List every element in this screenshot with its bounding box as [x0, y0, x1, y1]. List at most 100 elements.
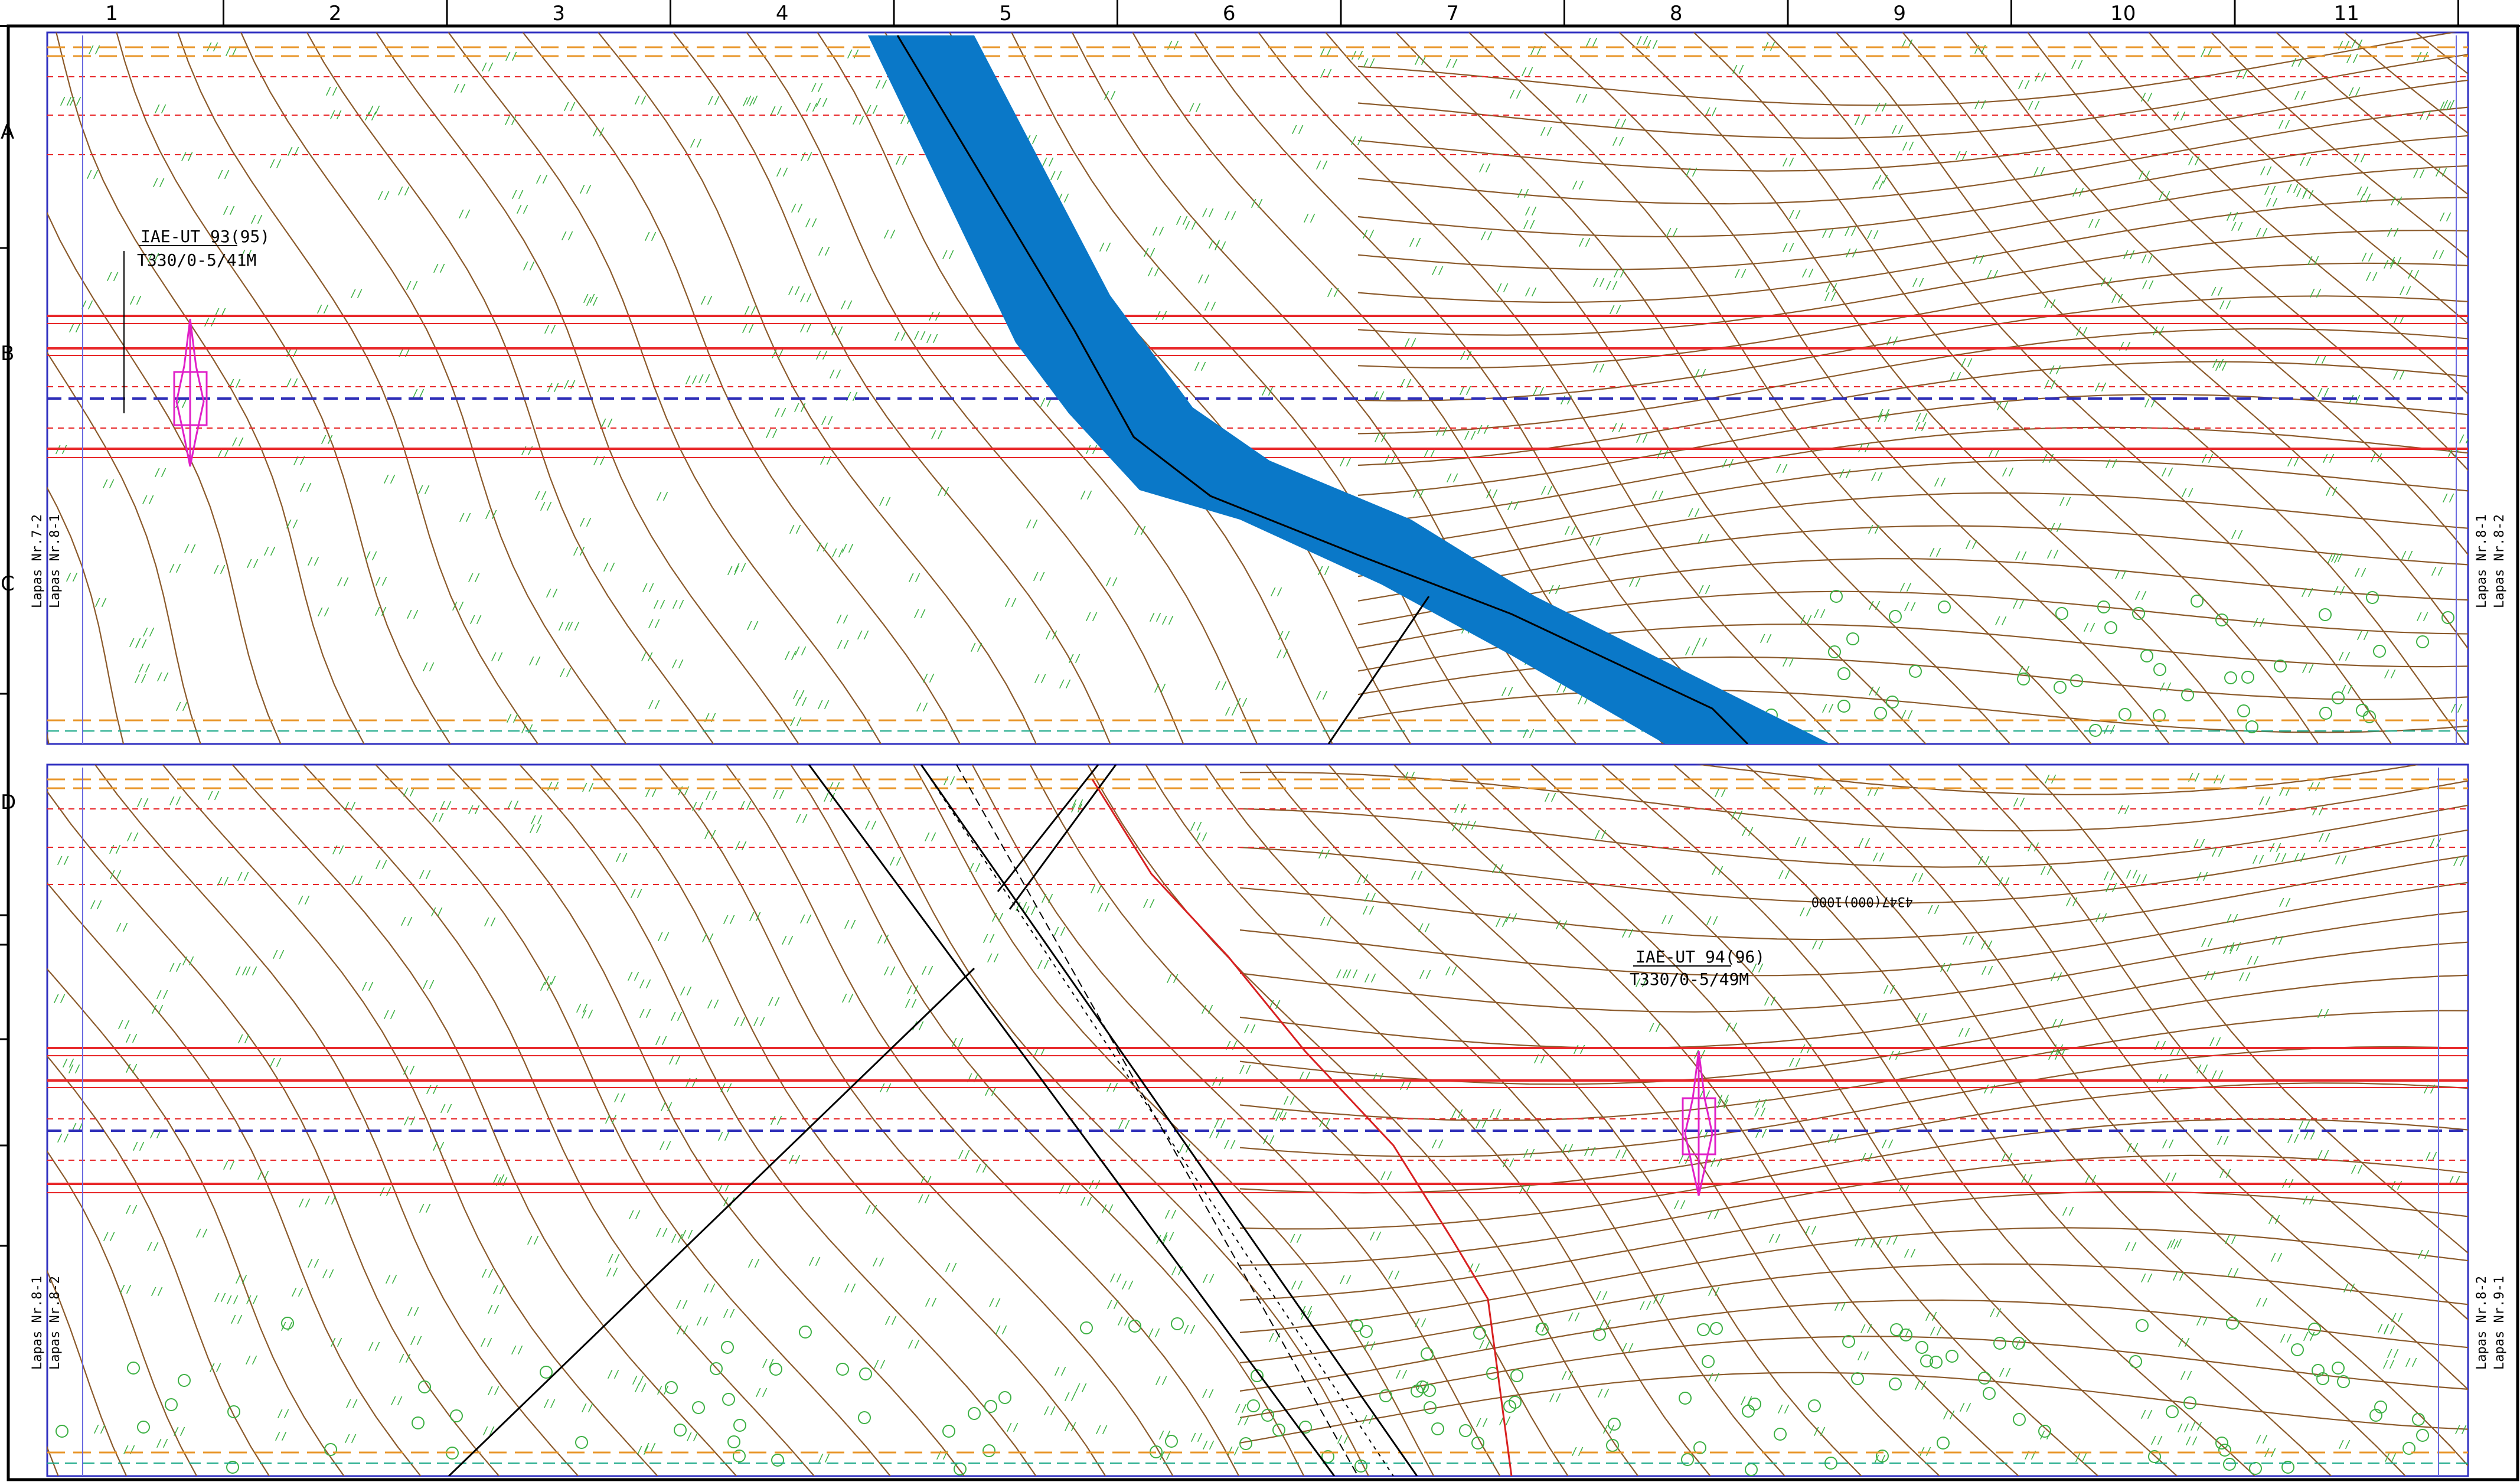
column-label-2: 2 — [329, 2, 342, 25]
svg-text://: // — [2217, 1134, 2230, 1147]
svg-text://: // — [1695, 636, 1708, 648]
svg-text://: // — [913, 608, 926, 620]
svg-text://: // — [645, 786, 658, 799]
svg-text://: // — [967, 1072, 980, 1084]
svg-text://: // — [1904, 600, 1917, 613]
svg-text://: // — [1981, 964, 1994, 977]
svg-text://: // — [1904, 1247, 1917, 1259]
svg-text://: // — [799, 292, 812, 304]
svg-text://: // — [1075, 1382, 1088, 1394]
svg-text://: // — [2177, 1422, 2190, 1434]
svg-text://: // — [2188, 771, 2201, 784]
svg-text://: // — [1901, 38, 1914, 50]
right-sheet-ref-bottom-1: Lapas Nr.8-2 — [2475, 1276, 2489, 1370]
svg-text://: // — [68, 1063, 81, 1075]
svg-text://: // — [298, 1197, 311, 1209]
svg-text://: // — [2302, 1194, 2315, 1206]
svg-text://: // — [2298, 1119, 2311, 1131]
svg-text://: // — [419, 869, 432, 881]
svg-text://: // — [1278, 629, 1291, 642]
svg-text://: // — [2119, 340, 2131, 352]
svg-text://: // — [229, 377, 241, 390]
svg-text://: // — [1656, 448, 1669, 461]
svg-text://: // — [1868, 599, 1881, 612]
svg-text://: // — [223, 1159, 236, 1171]
svg-text://: // — [762, 1357, 775, 1370]
svg-text://: // — [103, 1230, 116, 1243]
svg-text://: // — [1649, 1021, 1661, 1034]
svg-text://: // — [1303, 212, 1316, 224]
svg-text://: // — [1362, 904, 1375, 916]
column-label-3: 3 — [552, 2, 565, 25]
svg-text://: // — [2215, 360, 2228, 373]
svg-text://: // — [2196, 870, 2209, 883]
svg-text://: // — [385, 1273, 398, 1285]
svg-text://: // — [245, 965, 258, 977]
svg-text://: // — [1364, 891, 1377, 903]
svg-text://: // — [984, 1085, 997, 1098]
svg-text://: // — [66, 571, 79, 583]
svg-text://: // — [2431, 565, 2444, 577]
svg-text://: // — [321, 433, 334, 446]
svg-text://: // — [1272, 1108, 1285, 1120]
svg-text://: // — [613, 1092, 626, 1104]
svg-text://: // — [836, 613, 849, 625]
svg-text://: // — [705, 789, 718, 802]
svg-text://: // — [2299, 155, 2312, 168]
svg-text://: // — [1687, 507, 1700, 519]
svg-text://: // — [2162, 1138, 2175, 1150]
svg-text://: // — [925, 1296, 938, 1308]
pole-label-93-type: T330/0-5/41M — [137, 250, 256, 270]
svg-text://: // — [2280, 1332, 2293, 1344]
svg-text://: // — [1876, 173, 1889, 185]
svg-text://: // — [546, 587, 559, 599]
svg-text://: // — [93, 1423, 106, 1435]
svg-text://: // — [1788, 208, 1801, 221]
svg-text://: // — [2325, 485, 2338, 498]
column-label-7: 7 — [1446, 2, 1459, 25]
svg-text://: // — [791, 202, 804, 214]
svg-text://: // — [432, 1140, 445, 1153]
column-label-1: 1 — [105, 2, 118, 25]
svg-text://: // — [704, 828, 717, 841]
svg-text://: // — [482, 1425, 495, 1437]
svg-text://: // — [299, 481, 312, 494]
rotated-station-value: 4347(000)1000 — [1811, 894, 1913, 909]
svg-text://: // — [1661, 913, 1674, 926]
svg-text://: // — [988, 1297, 1001, 1309]
svg-text://: // — [2158, 190, 2171, 202]
svg-text://: // — [1540, 125, 1553, 138]
svg-text://: // — [246, 557, 259, 570]
svg-text://: // — [1972, 253, 1985, 266]
svg-text://: // — [154, 103, 167, 115]
svg-text://: // — [217, 875, 230, 887]
svg-text://: // — [1235, 1402, 1248, 1415]
svg-text://: // — [1251, 197, 1264, 210]
svg-text://: // — [1475, 1118, 1488, 1130]
svg-text://: // — [1489, 1107, 1502, 1119]
svg-text://: // — [109, 869, 122, 881]
svg-text://: // — [1915, 412, 1928, 424]
svg-text://: // — [175, 700, 188, 713]
svg-text://: // — [1980, 939, 1993, 951]
svg-text://: // — [1505, 912, 1518, 924]
svg-text://: // — [1239, 1063, 1252, 1076]
svg-text://: // — [1801, 267, 1814, 279]
svg-text://: // — [586, 295, 599, 308]
svg-text://: // — [484, 916, 497, 928]
svg-text://: // — [634, 94, 647, 106]
svg-text://: // — [173, 1425, 186, 1438]
svg-text://: // — [361, 980, 374, 993]
svg-text://: // — [2140, 91, 2153, 103]
svg-text://: // — [1858, 836, 1871, 848]
svg-text://: // — [2049, 521, 2062, 534]
svg-text://: // — [2166, 1239, 2179, 1251]
svg-text://: // — [2317, 1148, 2330, 1161]
svg-text://: // — [68, 322, 81, 334]
svg-text://: // — [1109, 1272, 1122, 1284]
svg-text://: // — [648, 698, 661, 711]
svg-text://: // — [2049, 364, 2062, 376]
svg-text://: // — [1445, 965, 1458, 977]
svg-text://: // — [735, 840, 747, 852]
svg-text://: // — [2065, 896, 2078, 908]
